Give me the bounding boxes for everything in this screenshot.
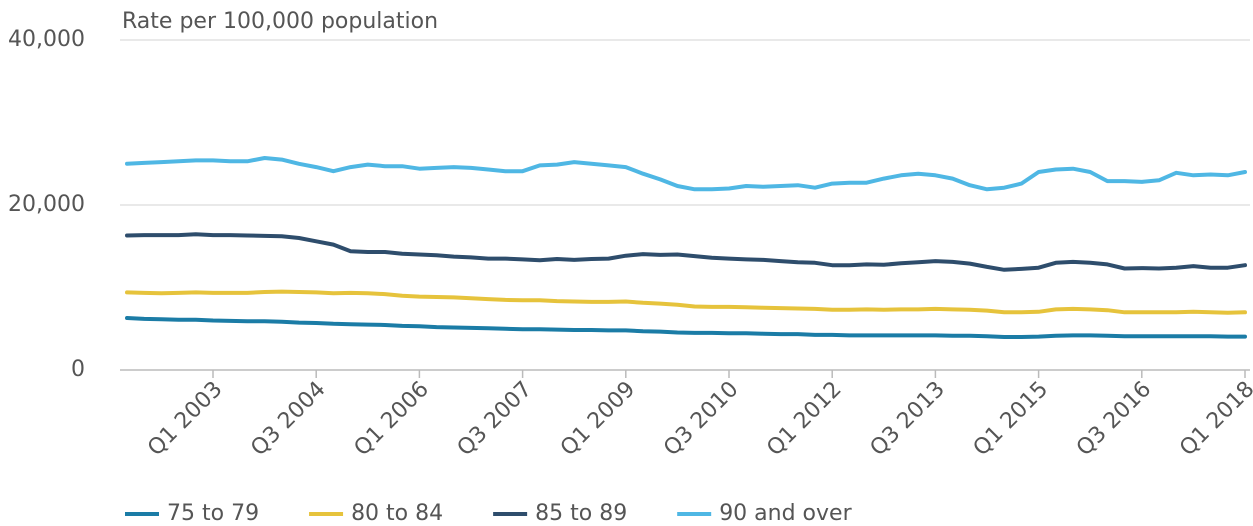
legend-item: 90 and over: [677, 501, 853, 526]
legend-item: 75 to 79: [125, 501, 259, 526]
x-tick-label: Q1 2015: [969, 377, 1053, 461]
x-tick-label: Q1 2003: [143, 377, 227, 461]
series-line: [125, 156, 1247, 192]
x-tick-label: Q1 2009: [556, 377, 640, 461]
y-axis-title: Rate per 100,000 population: [122, 9, 438, 34]
legend-label: 75 to 79: [167, 501, 259, 526]
legend-label: 90 and over: [719, 501, 852, 526]
series-line: [125, 316, 1247, 339]
series-line: [125, 232, 1247, 272]
y-tick-label: 40,000: [8, 27, 85, 52]
x-tick-label: Q1 2012: [762, 377, 846, 461]
legend-item: 85 to 89: [493, 501, 627, 526]
legend-label: 85 to 89: [535, 501, 627, 526]
x-tick-label: Q1 2018: [1175, 377, 1253, 461]
x-tick-label: Q3 2016: [1072, 377, 1156, 461]
legend-item: 80 to 84: [309, 501, 443, 526]
x-tick-label: Q3 2004: [246, 377, 330, 461]
series-line: [125, 289, 1247, 315]
x-tick-label: Q1 2006: [350, 377, 434, 461]
y-tick-label: 20,000: [8, 192, 85, 217]
legend-label: 80 to 84: [351, 501, 443, 526]
x-tick-label: Q3 2010: [659, 377, 743, 461]
x-tick-label: Q3 2013: [866, 377, 950, 461]
y-tick-label: 0: [71, 357, 85, 382]
x-tick-label: Q3 2007: [453, 377, 537, 461]
